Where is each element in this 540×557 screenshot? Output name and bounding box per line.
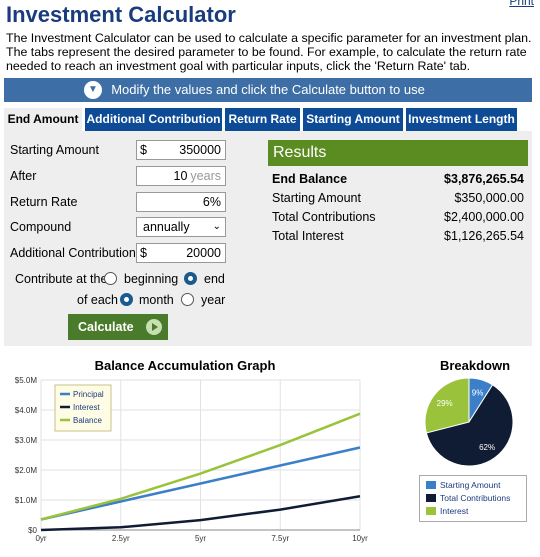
- legend-label: Interest: [440, 506, 469, 516]
- instruction-banner[interactable]: ▼ Modify the values and click the Calcul…: [4, 78, 532, 102]
- x-tick-label: 10yr: [352, 534, 368, 543]
- chart-legend-box: [54, 384, 112, 432]
- series-line-principal: [40, 446, 361, 521]
- breakdown-pie-chart: 9% 62% 29%: [425, 377, 514, 467]
- compound-select[interactable]: annually ⌄: [136, 217, 226, 237]
- tab-investment-length[interactable]: Investment Length: [406, 108, 517, 131]
- y-tick-label: $2.0M: [15, 466, 38, 475]
- starting-amount-input[interactable]: $ 350000: [136, 140, 226, 160]
- contribute-at-label: Contribute at the: [15, 272, 108, 286]
- page-description: The Investment Calculator can be used to…: [6, 31, 532, 73]
- legend-label: Principal: [73, 390, 104, 399]
- chevron-down-icon: ⌄: [212, 221, 221, 232]
- legend-label: Interest: [73, 403, 100, 412]
- play-icon: [146, 319, 162, 335]
- return-rate-value: 6: [202, 195, 210, 209]
- result-label: End Balance: [272, 172, 348, 186]
- return-rate-label: Return Rate: [10, 195, 78, 209]
- of-each-label: of each: [77, 293, 119, 307]
- radio-end[interactable]: [184, 272, 197, 285]
- tab-return-rate[interactable]: Return Rate: [225, 108, 300, 131]
- radio-beginning-label: beginning: [124, 272, 179, 286]
- graph-title: Balance Accumulation Graph: [94, 358, 276, 373]
- results-heading: Results: [268, 140, 528, 166]
- y-tick-label: $3.0M: [15, 436, 38, 445]
- after-unit: years: [190, 169, 221, 183]
- result-value: $3,876,265.54: [444, 172, 524, 186]
- radio-month[interactable]: [120, 293, 133, 306]
- calculator-panel: [4, 131, 532, 346]
- radio-month-label: month: [139, 293, 174, 307]
- after-value-group: 10 years: [174, 167, 221, 185]
- result-value: $350,000.00: [454, 191, 524, 205]
- pie-slice-interest: [425, 377, 470, 434]
- result-value: $1,126,265.54: [444, 229, 524, 243]
- legend-swatch: [426, 494, 436, 502]
- legend-label: Starting Amount: [440, 480, 501, 490]
- pie-legend: Starting Amount Total Contributions Inte…: [419, 475, 527, 522]
- chevron-down-icon[interactable]: ▼: [84, 81, 102, 99]
- radio-year[interactable]: [181, 293, 194, 306]
- pie-slice-total-contributions: [425, 384, 514, 467]
- starting-amount-value: 350000: [179, 143, 221, 157]
- after-input[interactable]: 10 years: [136, 166, 226, 186]
- y-tick-label: $4.0M: [15, 406, 38, 415]
- banner-text: Modify the values and click the Calculat…: [111, 82, 425, 97]
- compound-label: Compound: [10, 220, 72, 234]
- pie-slice-label: 62%: [479, 443, 495, 452]
- currency-prefix: $: [140, 246, 147, 260]
- legend-label: Total Contributions: [440, 493, 511, 503]
- return-rate-input[interactable]: 6%: [136, 192, 226, 212]
- tab-end-amount[interactable]: End Amount: [4, 108, 82, 132]
- y-tick-label: $1.0M: [15, 496, 38, 505]
- percent-unit: %: [209, 195, 221, 209]
- x-tick-label: 7.5yr: [271, 534, 289, 543]
- calculate-button-label: Calculate: [78, 320, 134, 334]
- page-title: Investment Calculator: [6, 2, 236, 27]
- legend-swatch: [426, 481, 436, 489]
- legend-swatch: [426, 507, 436, 515]
- pie-slice-label: 9%: [472, 388, 484, 397]
- radio-beginning[interactable]: [104, 272, 117, 285]
- breakdown-title: Breakdown: [439, 358, 511, 373]
- x-tick-label: 5yr: [195, 534, 206, 543]
- compound-value: annually: [143, 220, 190, 234]
- print-link[interactable]: Print: [509, 0, 534, 8]
- result-value: $2,400,000.00: [444, 210, 524, 224]
- additional-contribution-value: 20000: [186, 246, 221, 260]
- tab-additional-contribution[interactable]: Additional Contribution: [85, 108, 222, 131]
- y-tick-label: $0: [28, 526, 37, 535]
- x-tick-label: 0yr: [35, 534, 46, 543]
- result-label: Total Contributions: [272, 210, 376, 224]
- result-label: Total Interest: [272, 229, 344, 243]
- legend-label: Balance: [73, 416, 102, 425]
- series-line-interest: [40, 494, 361, 532]
- tab-starting-amount[interactable]: Starting Amount: [303, 108, 403, 131]
- balance-line-chart: $0 $1.0M $2.0M $3.0M $4.0M $5.0M 0yr 2.5yr 5yr 7.…: [15, 376, 368, 543]
- radio-year-label: year: [201, 293, 226, 307]
- currency-prefix: $: [140, 143, 147, 157]
- additional-contribution-input[interactable]: $ 20000: [136, 243, 226, 263]
- result-label: Starting Amount: [272, 191, 361, 205]
- after-label: After: [10, 169, 37, 183]
- return-rate-value-group: 6%: [203, 193, 221, 211]
- calculate-button[interactable]: Calculate: [68, 314, 168, 340]
- x-tick-label: 2.5yr: [112, 534, 130, 543]
- pie-slice-label: 29%: [437, 399, 453, 408]
- additional-contribution-label: Additional Contribution: [10, 246, 136, 260]
- series-line-balance: [40, 412, 361, 521]
- after-value: 10: [173, 169, 188, 183]
- radio-end-label: end: [204, 272, 225, 286]
- starting-amount-label: Starting Amount: [10, 143, 99, 157]
- y-tick-label: $5.0M: [15, 376, 38, 385]
